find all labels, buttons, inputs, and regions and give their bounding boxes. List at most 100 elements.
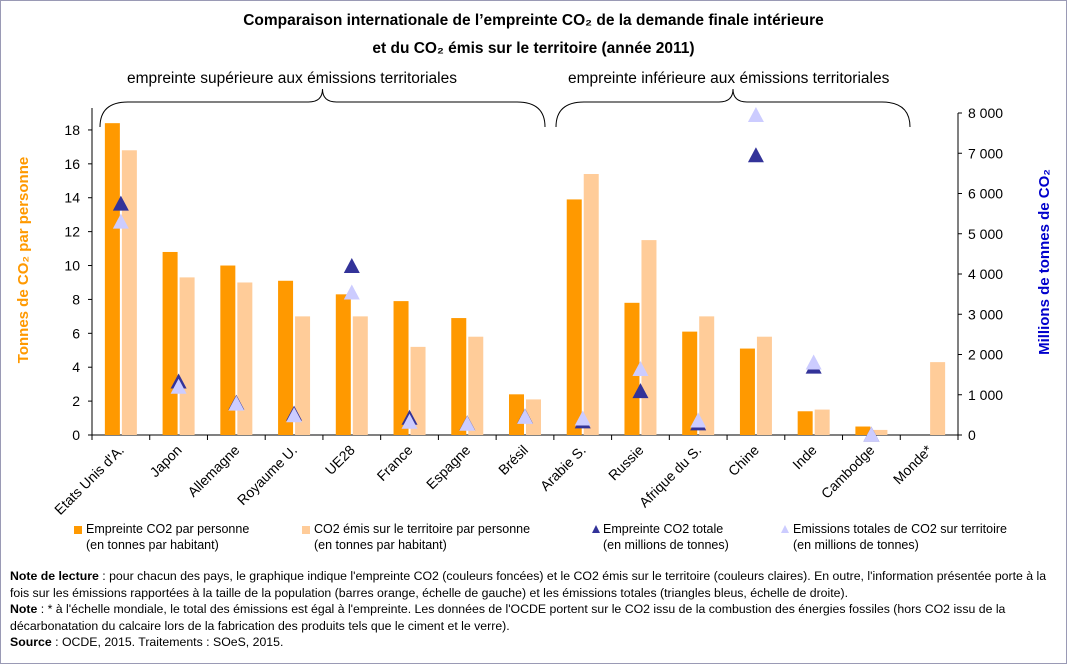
legend-item-emissions-totales: Emissions totales de CO2 sur territoire … (793, 521, 1007, 553)
bar (872, 429, 888, 435)
bar (393, 301, 409, 435)
right-tick-label: 6 000 (968, 186, 1003, 202)
category-label: Chine (725, 442, 762, 479)
triangle-point (747, 107, 764, 123)
right-tick-label: 1 000 (968, 387, 1003, 403)
category-label: Inde (789, 442, 820, 473)
right-tick-label: 5 000 (968, 226, 1003, 242)
brace-left-label: empreinte supérieure aux émissions terri… (127, 70, 457, 87)
category-label: Allemagne (184, 442, 242, 500)
right-tick-label: 3 000 (968, 306, 1003, 322)
triangle-point (574, 410, 591, 426)
legend-triangle-dark-icon (592, 525, 600, 533)
bar (699, 316, 715, 435)
bar (451, 318, 467, 435)
triangle-point (228, 395, 245, 411)
chart-title-line-2: et du CO₂ émis sur le territoire (année … (372, 40, 695, 57)
category-label: Cambodge (818, 442, 878, 502)
legend-label: CO2 émis sur le territoire par personne (314, 522, 531, 536)
category-label: Afrique du S. (636, 442, 705, 511)
bar (220, 265, 236, 435)
bar (509, 394, 524, 435)
triangle-point (112, 213, 129, 229)
bar (797, 411, 813, 435)
triangle-point (343, 284, 360, 300)
right-axis-title: Millions de tonnes de CO₂ (1036, 169, 1053, 355)
legend-item-co2-territoire-personne: CO2 émis sur le territoire par personne … (314, 521, 530, 553)
bar (814, 409, 830, 435)
category-label: Etats Unis d'A. (51, 442, 127, 518)
left-tick-label: 0 (72, 427, 80, 443)
bar (410, 346, 426, 435)
bar (930, 362, 946, 435)
brace-left (99, 88, 546, 128)
triangle-point (632, 360, 649, 376)
legend-item-empreinte-personne: Empreinte CO2 par personne (en tonnes pa… (86, 521, 249, 553)
left-tick-label: 4 (72, 359, 80, 375)
legend-triangle-light-icon (781, 525, 789, 533)
bar (756, 336, 772, 435)
bar (624, 302, 640, 435)
left-tick-label: 8 (72, 291, 80, 307)
right-tick-label: 0 (968, 427, 976, 443)
left-tick-label: 6 (72, 325, 80, 341)
left-tick-label: 12 (64, 224, 80, 240)
triangle-point (170, 378, 187, 394)
brace-right-label: empreinte inférieure aux émissions terri… (568, 70, 890, 87)
bar (121, 150, 137, 435)
left-tick-label: 18 (64, 122, 80, 138)
note-lecture: Note de lecture : pour chacun des pays, … (10, 569, 1047, 600)
category-label: France (374, 442, 416, 484)
right-tick-label: 4 000 (968, 266, 1003, 282)
bar (162, 251, 178, 435)
category-label: Monde* (890, 441, 936, 487)
category-label: Espagne (423, 442, 474, 493)
legend-sublabel: (en millions de tonnes) (603, 538, 729, 552)
bar (682, 331, 698, 435)
legend-swatch-co2-territoire-personne (302, 526, 310, 534)
legend-label: Empreinte CO2 totale (603, 522, 724, 536)
legend-swatch-empreinte-personne (74, 526, 82, 534)
notes-block: Note de lecture : pour chacun des pays, … (10, 568, 1060, 651)
triangle-point (805, 354, 822, 370)
brace-right (555, 88, 911, 128)
triangle-point (747, 147, 764, 163)
bar (295, 316, 311, 435)
triangle-point (690, 412, 707, 428)
category-label: UE28 (322, 442, 358, 478)
chart-title-line-1: Comparaison internationale de l’empreint… (243, 12, 824, 29)
category-label: Japon (146, 442, 184, 480)
bar (641, 240, 657, 435)
triangle-point (863, 426, 880, 442)
triangle-point (401, 413, 418, 429)
bar (468, 336, 484, 435)
note-monde: Note : * à l'échelle mondiale, le total … (10, 602, 1006, 633)
left-axis-title: Tonnes de CO₂ par personne (15, 157, 32, 363)
bar (526, 399, 541, 435)
legend-label: Empreinte CO2 par personne (86, 522, 250, 536)
triangle-point (343, 257, 360, 273)
category-label: Brésil (495, 442, 531, 478)
category-label: Russie (605, 442, 647, 484)
right-tick-label: 2 000 (968, 347, 1003, 363)
triangle-point (459, 415, 476, 431)
bar (855, 426, 871, 435)
legend-sublabel: (en tonnes par habitant) (86, 538, 219, 552)
legend-sublabel: (en tonnes par habitant) (314, 538, 447, 552)
triangle-point (112, 195, 129, 211)
triangle-point (286, 407, 303, 423)
bar (237, 282, 253, 435)
bar (278, 280, 294, 435)
category-label: Royaume U. (234, 442, 300, 508)
bar (335, 294, 351, 435)
category-label: Arabie S. (537, 442, 589, 494)
right-tick-label: 8 000 (968, 105, 1003, 121)
left-tick-label: 16 (64, 156, 80, 172)
legend-label: Emissions totales de CO2 sur territoire (793, 522, 1007, 536)
bar (583, 174, 599, 435)
triangle-point (517, 408, 533, 424)
bar (104, 123, 120, 435)
left-tick-label: 10 (64, 258, 80, 274)
note-source: Source : OCDE, 2015. Traitements : SOeS,… (10, 635, 284, 650)
